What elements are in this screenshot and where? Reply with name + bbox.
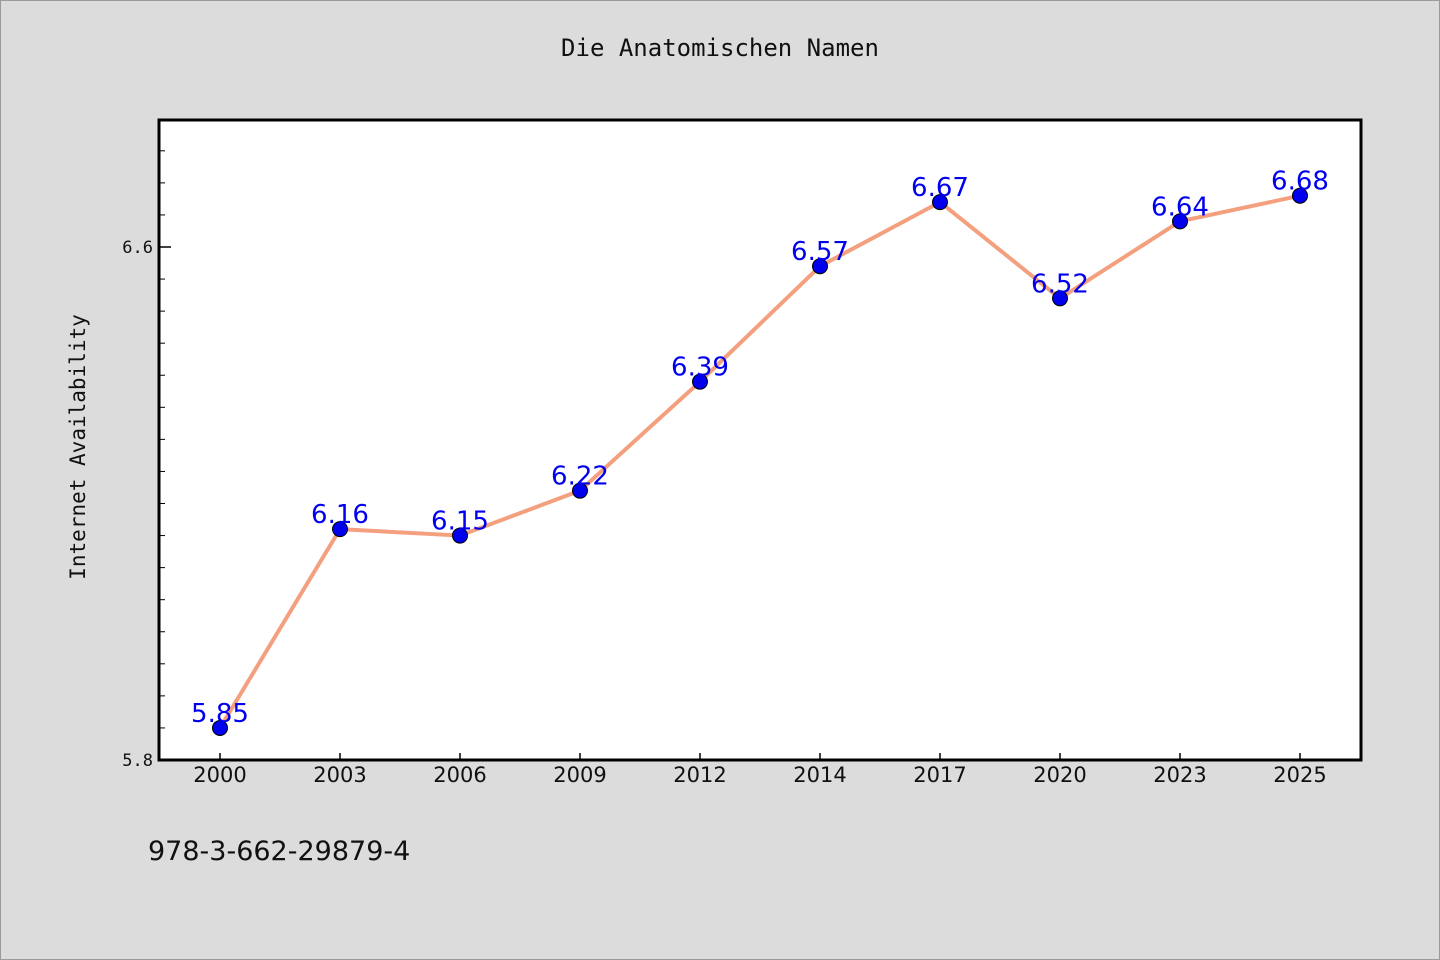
data-label: 6.16 (311, 500, 369, 530)
data-point (932, 194, 948, 211)
data-point (1172, 213, 1188, 230)
y-tick-label: 5.8 (122, 751, 153, 771)
series-group: 5.85 6.16 6.15 6.22 6.39 6.57 6.67 6.52 6.64 6.68 (191, 167, 1329, 736)
data-label: 6.64 (1151, 192, 1209, 222)
data-label: 6.52 (1031, 269, 1089, 299)
x-tick-label: 2020 (1033, 763, 1086, 787)
data-point (332, 521, 348, 538)
data-label: 6.67 (911, 173, 969, 203)
x-tick-label: 2017 (913, 763, 966, 787)
x-tick-label: 2000 (193, 763, 246, 787)
x-tick-label: 2003 (313, 763, 366, 787)
data-point (812, 258, 828, 275)
data-label: 6.22 (551, 462, 609, 492)
x-tick-label: 2025 (1273, 763, 1326, 787)
footnote-isbn: 978-3-662-29879-4 (148, 836, 411, 867)
x-tick-label: 2023 (1153, 763, 1206, 787)
x-tick-label: 2009 (553, 763, 606, 787)
data-point (1052, 290, 1068, 307)
data-point (572, 482, 588, 499)
x-tick-label: 2006 (433, 763, 486, 787)
data-label: 6.68 (1271, 167, 1329, 197)
data-point (1292, 187, 1308, 204)
y-minor-ticks (159, 150, 165, 761)
x-tick-label: 2012 (673, 763, 726, 787)
chart-title: Die Anatomischen Namen (561, 34, 879, 62)
series-line (218, 193, 1302, 730)
y-tick-label: 6.6 (122, 238, 153, 258)
x-ticks: 2000 2003 2006 2009 2012 2014 2017 2020 2023 2025 (193, 753, 1327, 787)
data-label: 6.15 (431, 507, 489, 537)
data-label: 6.57 (791, 237, 849, 267)
data-point (212, 719, 228, 736)
x-tick-label: 2014 (793, 763, 846, 787)
data-point (452, 527, 468, 544)
y-major-ticks: 5.8 6.6 (122, 238, 171, 771)
data-point (692, 373, 708, 390)
data-label: 6.39 (671, 353, 729, 383)
plot-area (157, 118, 1363, 762)
data-label: 5.85 (191, 699, 249, 729)
